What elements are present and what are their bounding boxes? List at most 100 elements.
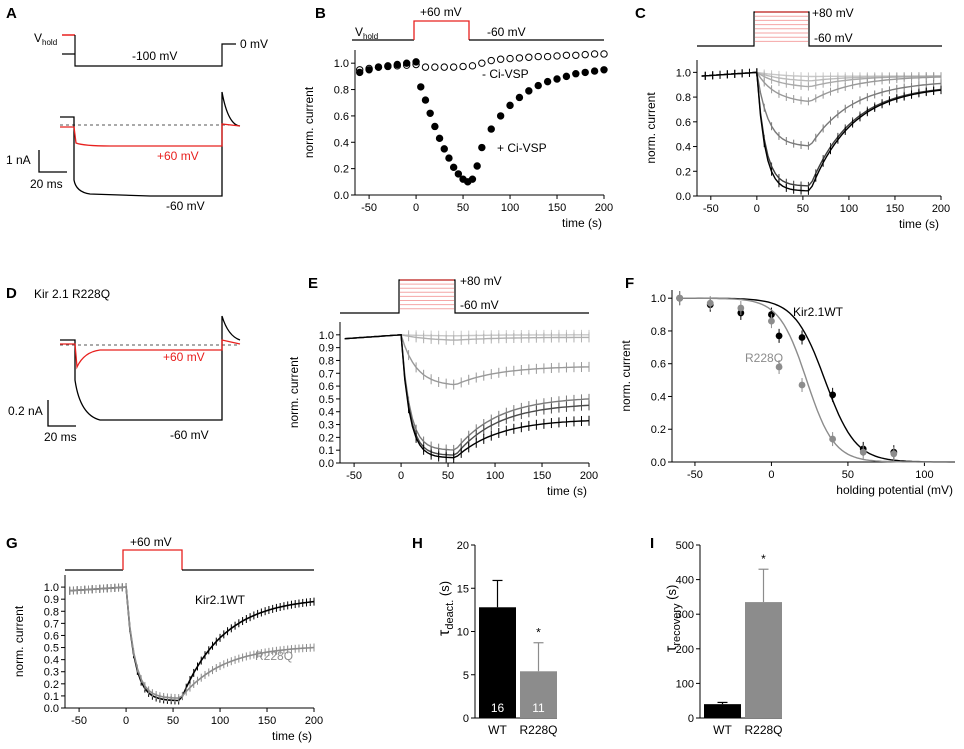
panel-e-y-tick-label: 0.3 [319,420,334,432]
panel-b-point-plus-ci-vsp [478,143,486,152]
panel-g-x-tick-label: 50 [167,715,179,727]
panel-b-point-plus-ci-vsp [449,163,458,172]
panel-b-point-minus-ci-vsp [449,63,458,71]
panel-b-point-minus-ci-vsp [421,63,430,71]
panel-e-y-tick-label: 0.9 [319,343,334,355]
panel-g-x-tick-label: 150 [258,715,276,727]
panel-b-point-plus-ci-vsp [355,68,364,77]
panel-e-x-tick-label: 0 [398,470,404,482]
panel-g-x-tick-label: 100 [211,715,229,727]
panel-b-point-plus-ci-vsp [374,63,383,71]
panel-a-zero: 0 mV [240,37,268,51]
panel-b-point-plus-ci-vsp [543,77,552,86]
panel-b-point-plus-ci-vsp [590,67,599,75]
panel-d-scalebar [47,400,76,427]
panel-f-x-label: holding potential (mV) [836,483,953,497]
panel-e-x-tick-label: 50 [442,470,454,482]
panel-f-point-wt [798,334,806,341]
panel-a-protocol [62,35,236,67]
panel-g-y-tick-label: 0.0 [44,703,59,715]
panel-b-y-tick-label: 0.0 [334,190,349,202]
panel-f-plot: -50 0 50 100 0.0 0.2 0.4 0.6 0.8 1.0 holding poten… [619,290,955,497]
panel-b-point-plus-ci-vsp [553,75,561,83]
panel-b-x-tick-label: 0 [413,202,419,214]
panel-e-curve [344,334,590,451]
panel-i-y-tick-label: 400 [676,575,694,587]
panel-b: B Vhold +60 mV -60 mV -50 0 50 100 150 200 0.0… [302,5,613,230]
panel-b-vhold: Vhold [355,25,378,41]
panel-f-y-label: norm. current [619,340,633,412]
panel-e-x-tick-label: 100 [486,470,504,482]
panel-c-x-tick-label: 0 [754,203,760,215]
panel-b-y-tick-label: 0.6 [334,111,349,123]
panel-c-x-tick-label: 50 [797,203,809,215]
panel-b-point-plus-ci-vsp [454,170,463,178]
panel-b-point-minus-ci-vsp [525,53,533,61]
panel-b-point-minus-ci-vsp [590,50,599,58]
panel-f-y-tick-label: 0.8 [651,326,666,338]
panel-d-trace-plus60 [60,339,241,370]
panel-b-point-minus-ci-vsp [506,54,514,63]
panel-c-plot: -50 0 50 100 150 200 0.0 0.2 0.4 0.6 0.8 1.0 time (s… [644,60,950,231]
panel-g: G +60 mV -50 0 50 100 150 2000.00.10.20.30.40… [6,535,323,743]
panel-g-y-tick-label: 0.3 [44,667,59,679]
panel-g-y-tick-label: 0.1 [44,691,59,703]
panel-i-significance: * [761,552,766,566]
panel-b-plus60: +60 mV [420,5,462,19]
panel-h-y-tick-label: 0 [463,713,469,725]
panel-h: H τdeact. (s) 0 5 10 15 20 WT 16 R228Q 11 * [412,535,558,737]
panel-g-curve-wt [69,586,315,702]
panel-h-ylabel: τdeact. (s) [436,581,456,636]
panel-c-x-tick-label: 150 [886,203,904,215]
panel-c-y-tick-label: 0.0 [676,191,691,203]
panel-i: I τrecovery (s) 0 100 200 300 400 500 WT R228Q * [650,535,783,737]
panel-b-point-minus-ci-vsp [515,54,524,62]
panel-h-y-tick-label: 15 [457,583,469,595]
panel-d-plus60: +60 mV [163,350,205,364]
panel-b-point-minus-ci-vsp [431,63,439,71]
panel-d-scale-i: 0.2 nA [8,404,43,418]
panel-b-point-plus-ci-vsp [426,109,434,117]
panel-b-plot: -50 0 50 100 150 200 0.0 0.2 0.4 0.6 0.8 1.0 time (s… [302,50,613,230]
panel-b-point-minus-ci-vsp [534,52,542,61]
panel-f-wt-label: Kir2.1WT [793,305,844,319]
panel-c-steps [755,11,808,42]
panel-c-letter: C [635,5,646,22]
panel-g-wt-label: Kir2.1WT [195,593,246,607]
panel-d-scale-t: 20 ms [44,430,77,444]
panel-b-x-label: time (s) [562,216,602,230]
panel-b-plus-label: + Ci-VSP [497,141,547,155]
panel-f: F -50 0 50 100 0.0 0.2 0.4 0.6 0.8 1.0 holding pot… [619,275,955,497]
panel-b-y-tick-label: 0.2 [334,164,349,176]
panel-c-curve [701,71,942,147]
panel-b-point-plus-ci-vsp [487,125,495,133]
panel-c-curve [701,71,942,187]
panel-i-y-tick-label: 200 [676,644,694,656]
panel-b-point-plus-ci-vsp [393,60,401,69]
panel-i-ylabel: τrecovery (s) [663,585,683,652]
panel-i-plot: 0 100 200 300 400 500 WT R228Q * [676,540,783,737]
panel-h-bar-wt [479,607,516,718]
panel-g-letter: G [6,535,18,552]
panel-c-y-tick-label: 0.2 [676,166,691,178]
panel-h-category-label: WT [488,723,507,737]
panel-f-point-wt [829,391,837,399]
panel-b-point-plus-ci-vsp [534,81,542,90]
panel-b-point-plus-ci-vsp [412,58,420,66]
panel-f-y-tick-label: 1.0 [651,293,666,305]
panel-b-point-plus-ci-vsp [600,66,608,74]
panel-f-point-r228q [775,363,783,371]
panel-h-y-tick-label: 10 [457,627,469,639]
panel-e-y-tick-label: 0.6 [319,381,334,393]
panel-g-y-tick-label: 0.2 [44,679,59,691]
panel-g-x-label: time (s) [272,729,312,743]
panel-b-point-minus-ci-vsp [600,50,608,58]
panel-b-point-plus-ci-vsp [440,145,448,153]
panel-g-y-tick-label: 0.9 [44,594,59,606]
panel-b-x-tick-label: 150 [548,202,566,214]
panel-b-point-plus-ci-vsp [431,122,439,131]
panel-b-point-plus-ci-vsp [525,87,533,95]
panel-b-point-plus-ci-vsp [365,66,373,74]
panel-c-y-tick-label: 0.8 [676,92,691,104]
